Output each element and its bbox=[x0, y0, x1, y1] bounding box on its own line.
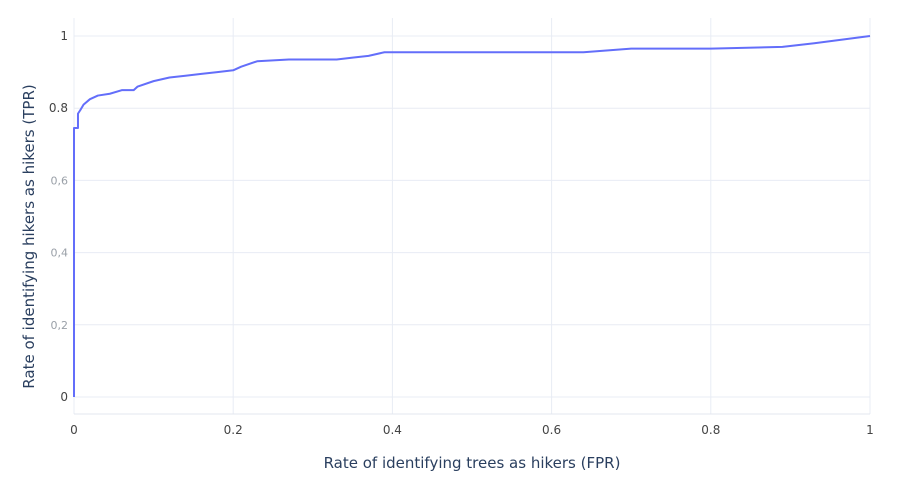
x-tick-label: 0.2 bbox=[224, 423, 243, 437]
series-layer bbox=[73, 35, 871, 397]
y-tick-label: 1 bbox=[60, 29, 68, 43]
tick-labels: 0 0.2 0.4 0.6 0.8 1 0 0,2 0,4 0,6 0.8 1 bbox=[49, 29, 874, 437]
x-tick-label: 0.6 bbox=[542, 423, 561, 437]
grid bbox=[73, 18, 871, 414]
y-axis-title: Rate of identifying hikers as hikers (TP… bbox=[20, 84, 38, 388]
x-tick-label: 1 bbox=[866, 423, 874, 437]
roc-curve-line bbox=[73, 35, 871, 397]
x-tick-label: 0.4 bbox=[383, 423, 402, 437]
x-tick-label: 0.8 bbox=[701, 423, 720, 437]
y-tick-label: 0,2 bbox=[51, 319, 69, 332]
y-tick-label: 0,6 bbox=[51, 174, 69, 187]
y-tick-label: 0 bbox=[60, 390, 68, 404]
x-axis-title: Rate of identifying trees as hikers (FPR… bbox=[324, 454, 621, 472]
x-tick-label: 0 bbox=[70, 423, 78, 437]
y-tick-label: 0.8 bbox=[49, 101, 68, 115]
y-tick-label: 0,4 bbox=[51, 247, 69, 260]
